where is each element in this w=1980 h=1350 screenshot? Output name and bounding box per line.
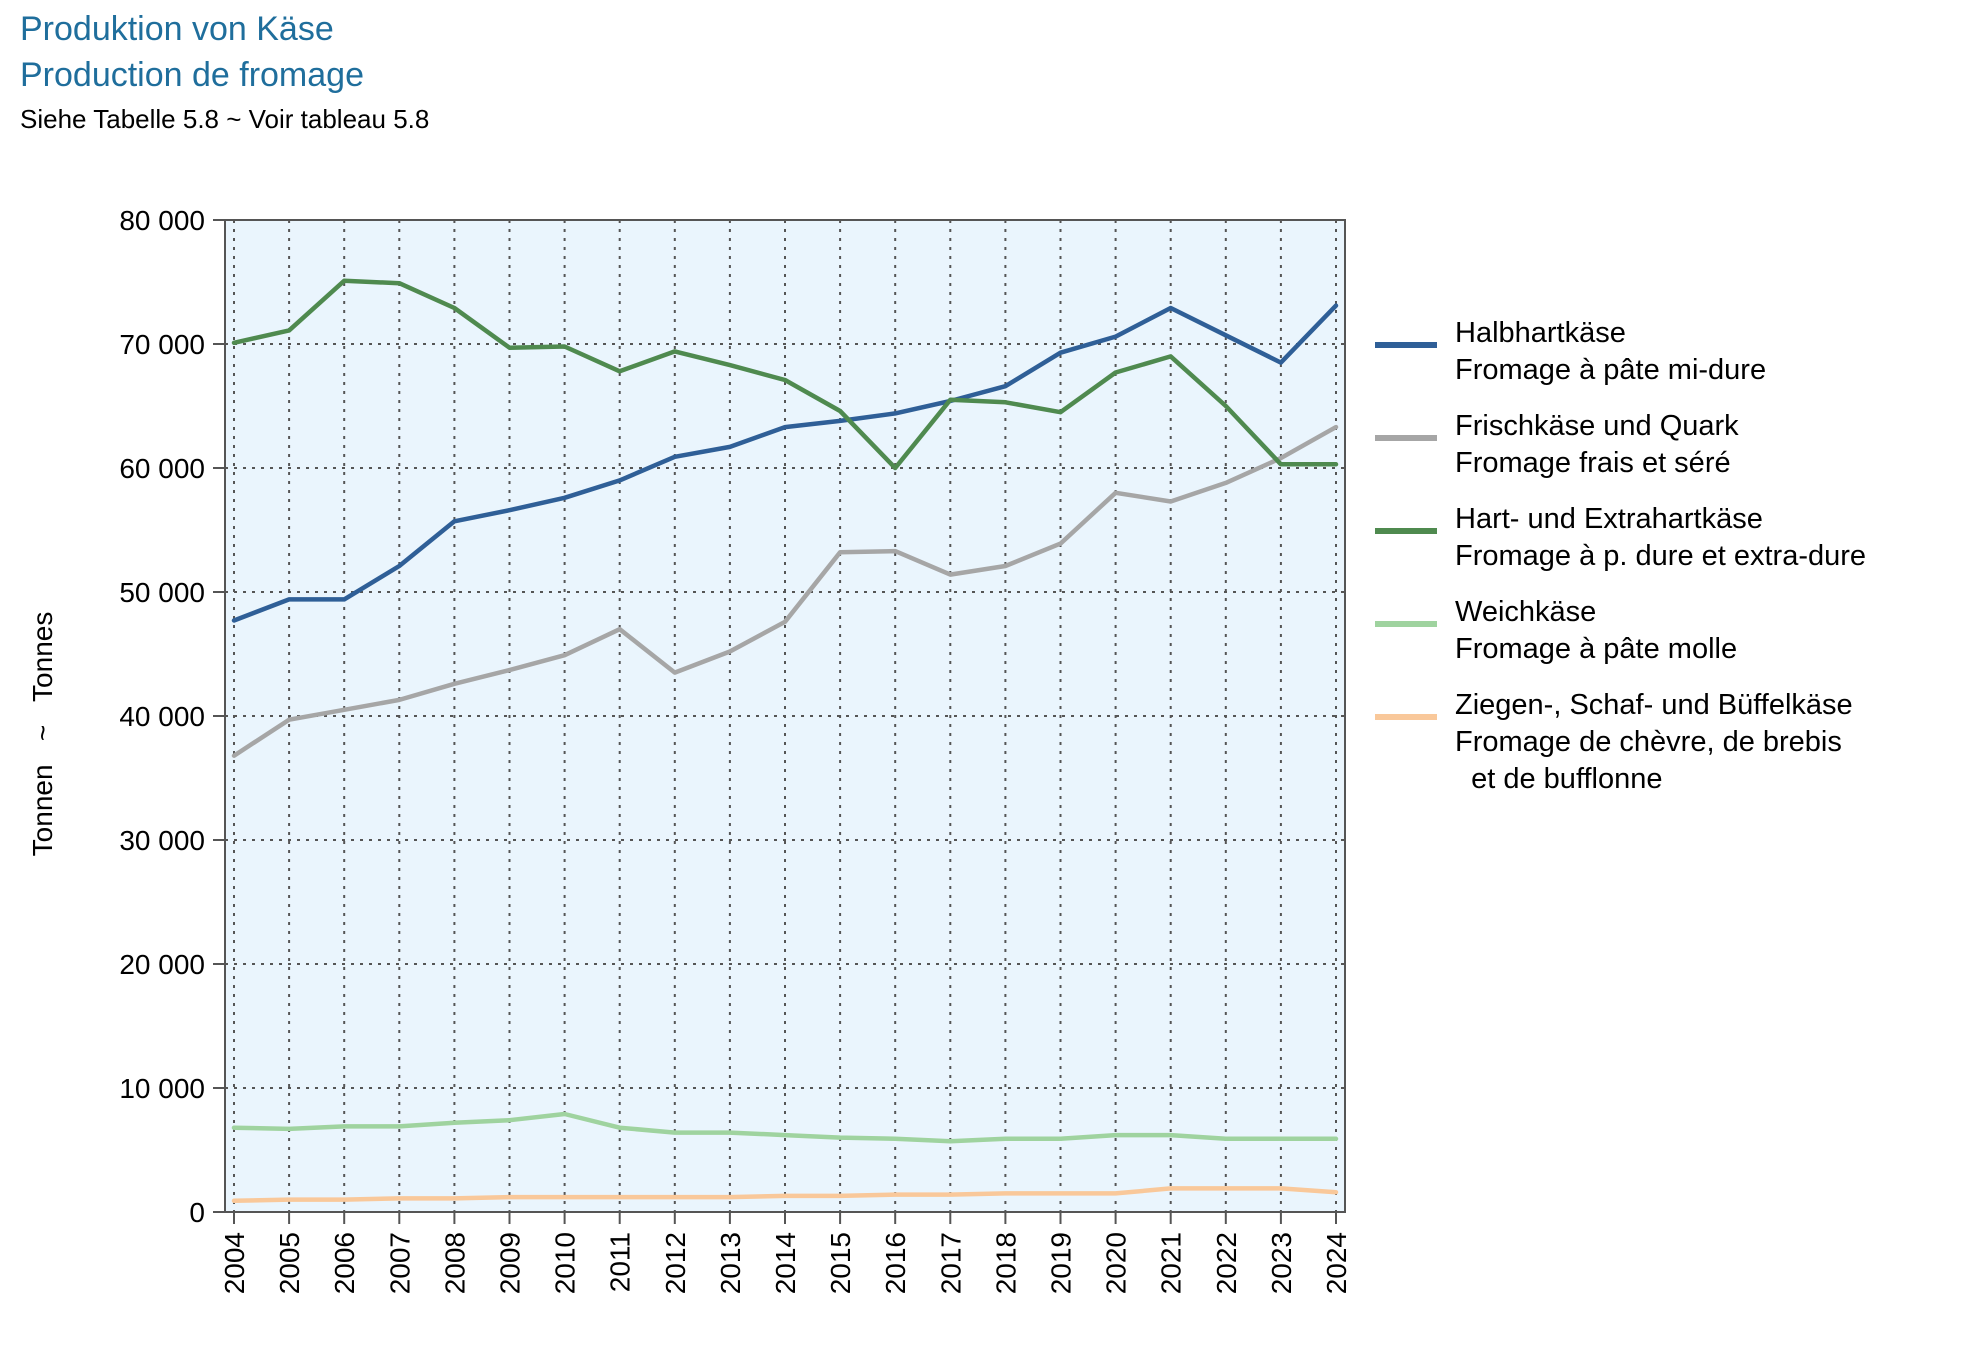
legend-item: Frischkäse und Quark Fromage frais et sé… [1375,408,1866,482]
y-tick-label: 0 [189,1197,205,1228]
y-tick-label: 20 000 [119,949,205,980]
legend: Halbhartkäse Fromage à pâte mi-dure Frisc… [1375,315,1866,817]
y-tick-label: 30 000 [119,825,205,856]
x-tick-label: 2022 [1211,1232,1242,1294]
series-line-2 [231,278,1339,471]
series-line-1 [231,424,1339,758]
series-line-0 [231,303,1339,623]
y-tick-label: 60 000 [119,453,205,484]
legend-swatch [1375,714,1437,720]
y-tick-label: 80 000 [119,205,205,236]
x-tick-label: 2010 [550,1232,581,1294]
x-tick-label: 2016 [880,1232,911,1294]
chart-subtitle: Siehe Tabelle 5.8 ~ Voir tableau 5.8 [20,104,430,134]
x-tick-label: 2011 [605,1232,636,1292]
legend-label: Hart- und Extrahartkäse Fromage à p. dur… [1455,503,1867,572]
series-lines [231,278,1339,1204]
legend-item: Hart- und Extrahartkäse Fromage à p. dur… [1375,501,1866,575]
x-tick-label: 2024 [1321,1232,1352,1294]
y-axis-label: Tonnen ~ Tonnes [27,612,58,857]
legend-swatch [1375,621,1437,627]
x-tick-label: 2008 [439,1232,470,1294]
x-tick-label: 2018 [990,1232,1021,1294]
legend-swatch [1375,342,1437,348]
x-tick-label: 2013 [715,1232,746,1294]
legend-swatch [1375,528,1437,534]
chart-title-de: Produktion von Käse [20,10,334,48]
x-tick-label: 2012 [660,1232,691,1294]
x-tick-label: 2007 [384,1232,415,1294]
x-tick-label: 2019 [1046,1232,1077,1294]
x-tick-label: 2009 [495,1232,526,1294]
x-tick-label: 2017 [935,1232,966,1294]
series-line-3 [231,1111,1339,1144]
legend-swatch [1375,435,1437,441]
legend-label: Halbhartkäse Fromage à pâte mi-dure [1455,317,1767,386]
y-tick-label: 50 000 [119,577,205,608]
y-tick-label: 40 000 [119,701,205,732]
series-line-4 [231,1186,1339,1204]
x-tick-label: 2023 [1266,1232,1297,1294]
axes: 0 10 000 20 000 30 000 40 000 50 000 60 000 70 … [119,205,1352,1294]
x-tick-label: 2021 [1156,1232,1187,1294]
x-tick-label: 2014 [770,1232,801,1294]
y-tick-label: 70 000 [119,329,205,360]
legend-label: Ziegen-, Schaf- und Büffelkäse Fromage d… [1455,689,1853,795]
x-tick-label: 2004 [219,1232,250,1294]
legend-item: Halbhartkäse Fromage à pâte mi-dure [1375,315,1866,389]
legend-item: Weichkäse Fromage à pâte molle [1375,594,1866,668]
legend-label: Weichkäse Fromage à pâte molle [1455,596,1738,665]
legend-item: Ziegen-, Schaf- und Büffelkäse Fromage d… [1375,687,1866,798]
x-tick-label: 2015 [825,1232,856,1294]
x-tick-label: 2006 [329,1232,360,1294]
chart-title-fr: Production de fromage [20,56,364,94]
grid-lines [225,220,1345,1212]
x-tick-label: 2020 [1101,1232,1132,1294]
legend-label: Frischkäse und Quark Fromage frais et sé… [1455,410,1739,479]
y-tick-label: 10 000 [119,1073,205,1104]
x-tick-label: 2005 [274,1232,305,1294]
